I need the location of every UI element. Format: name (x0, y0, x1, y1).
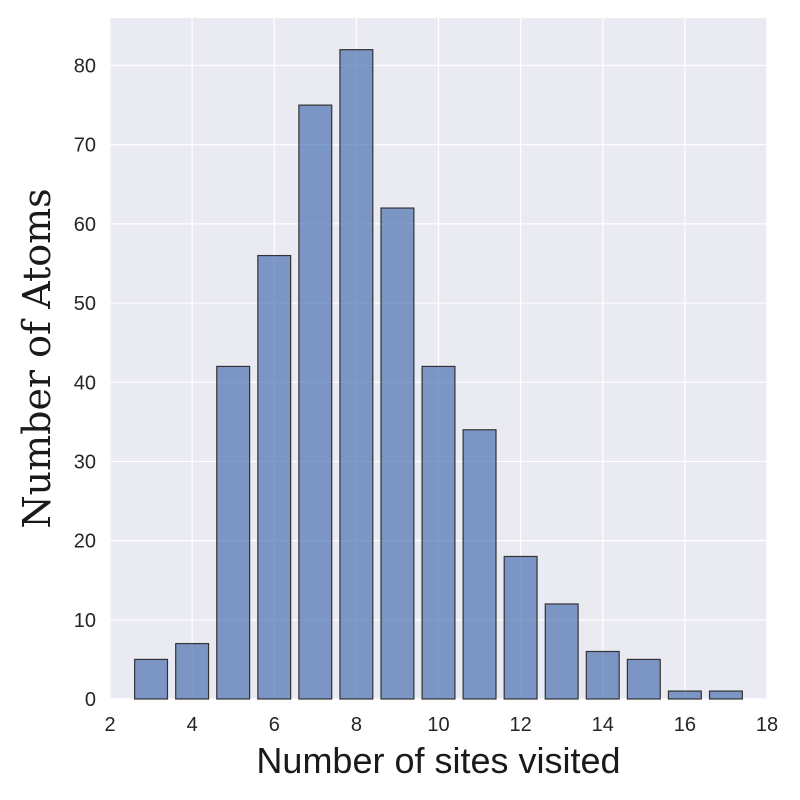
y-tick-label: 20 (74, 531, 96, 553)
x-axis-label: Number of sites visited (256, 740, 620, 781)
bars (134, 49, 743, 700)
y-tick-label: 50 (74, 293, 96, 315)
y-tick-label: 80 (74, 56, 96, 78)
x-tick-label: 16 (674, 714, 696, 736)
bar (175, 642, 210, 700)
bar (380, 207, 415, 700)
y-tick-label: 70 (74, 135, 96, 157)
bar (462, 429, 497, 700)
bar (298, 104, 333, 700)
bar (257, 254, 292, 700)
bar (503, 555, 538, 700)
bar (421, 365, 456, 700)
y-tick-label: 60 (74, 214, 96, 236)
x-tick-label: 10 (427, 714, 449, 736)
y-tick-label: 40 (74, 372, 96, 394)
x-tick-label: 4 (187, 714, 198, 736)
x-tick-label: 6 (269, 714, 280, 736)
y-tick-label: 30 (74, 451, 96, 473)
y-tick-labels: 0 10 20 30 40 50 60 70 80 (74, 56, 96, 711)
bar (667, 690, 702, 700)
bar (626, 658, 661, 700)
bar (585, 650, 620, 700)
x-tick-labels: 2 4 6 8 10 12 14 16 18 (104, 714, 778, 736)
y-tick-label: 0 (85, 689, 96, 711)
x-tick-label: 18 (756, 714, 778, 736)
bar (339, 49, 374, 700)
y-tick-label: 10 (74, 610, 96, 632)
x-tick-label: 14 (592, 714, 614, 736)
x-tick-label: 8 (351, 714, 362, 736)
x-tick-label: 2 (104, 714, 115, 736)
y-axis-label: Number of Atoms (15, 188, 59, 528)
bar (544, 603, 579, 700)
bar (216, 365, 251, 700)
bar (134, 658, 169, 700)
bar (708, 690, 743, 700)
x-tick-label: 12 (510, 714, 532, 736)
